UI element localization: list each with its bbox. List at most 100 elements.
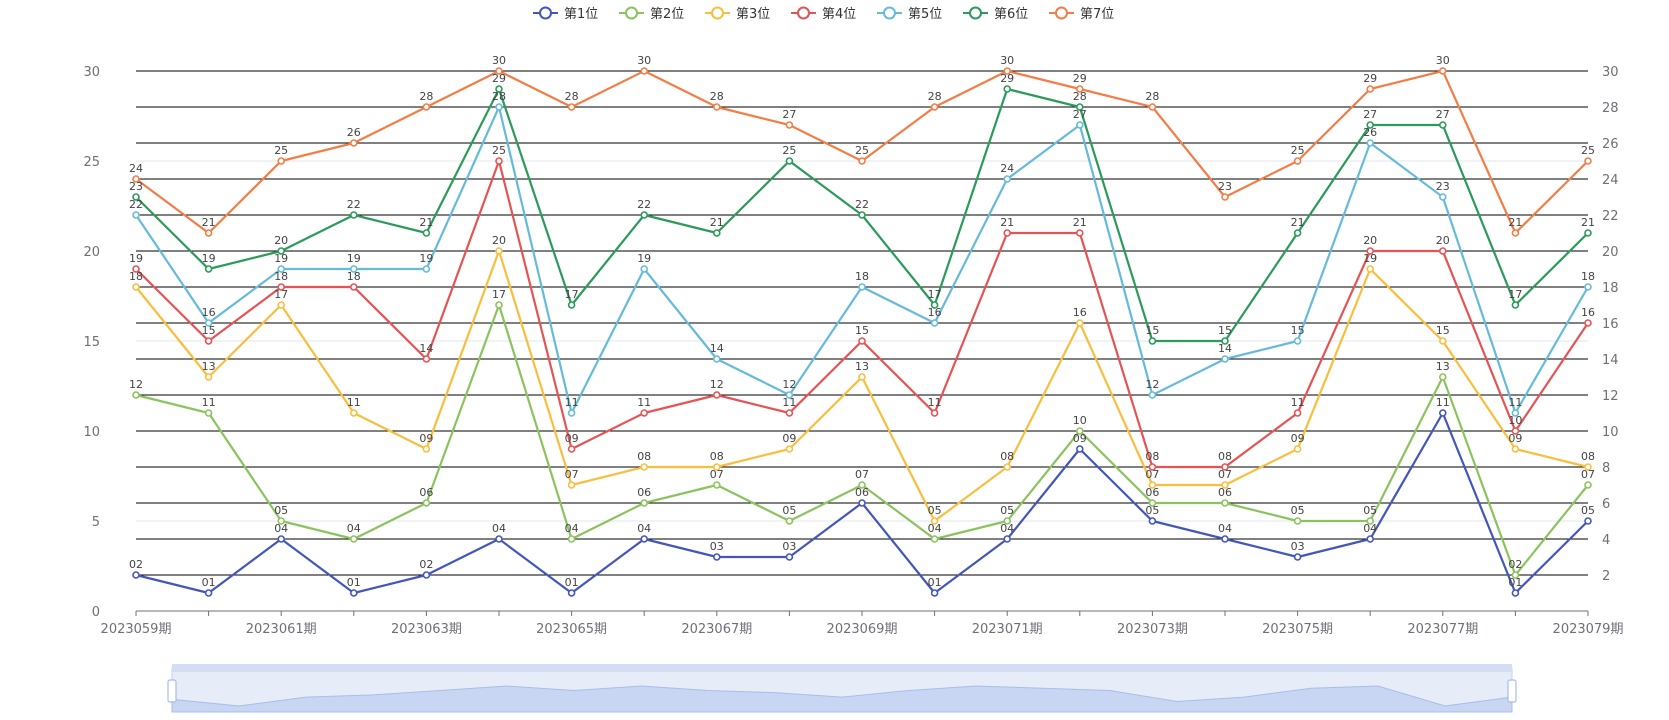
data-point[interactable] — [1221, 535, 1229, 543]
data-point[interactable] — [1439, 193, 1447, 201]
data-point[interactable] — [1221, 355, 1229, 363]
data-point[interactable] — [1148, 481, 1157, 489]
data-point[interactable] — [1148, 517, 1157, 525]
data-point[interactable] — [640, 463, 649, 471]
data-point[interactable] — [785, 409, 794, 417]
data-point[interactable] — [204, 319, 213, 327]
data-point[interactable] — [277, 517, 286, 525]
data-point[interactable] — [567, 481, 576, 489]
data-point[interactable] — [495, 67, 503, 75]
data-point[interactable] — [1076, 445, 1084, 453]
legend-item-7[interactable]: 第7位 — [1049, 6, 1114, 22]
data-point[interactable] — [930, 517, 939, 525]
data-point[interactable] — [1511, 229, 1520, 237]
data-point[interactable] — [858, 337, 866, 345]
data-point[interactable] — [349, 535, 358, 543]
data-point[interactable] — [785, 391, 794, 399]
data-point[interactable] — [132, 571, 140, 579]
data-point[interactable] — [930, 589, 939, 597]
data-point[interactable] — [640, 67, 649, 75]
data-point[interactable] — [1293, 229, 1302, 237]
zoom-handle-right[interactable] — [1507, 679, 1517, 703]
data-point[interactable] — [1221, 481, 1229, 489]
data-point[interactable] — [1366, 121, 1374, 129]
data-point[interactable] — [1366, 247, 1374, 255]
data-point[interactable] — [567, 301, 576, 309]
data-point[interactable] — [132, 391, 140, 399]
data-point[interactable] — [567, 589, 576, 597]
data-point[interactable] — [712, 391, 721, 399]
data-point[interactable] — [132, 211, 140, 219]
data-point[interactable] — [1003, 85, 1012, 93]
data-point[interactable] — [1439, 247, 1447, 255]
data-point[interactable] — [1511, 445, 1520, 453]
data-point[interactable] — [1439, 67, 1447, 75]
data-point[interactable] — [1148, 337, 1157, 345]
data-point[interactable] — [1293, 157, 1302, 165]
data-point[interactable] — [1003, 229, 1012, 237]
data-point[interactable] — [422, 571, 431, 579]
data-point[interactable] — [930, 319, 939, 327]
data-point[interactable] — [1439, 409, 1447, 417]
data-point[interactable] — [858, 499, 866, 507]
data-point[interactable] — [132, 265, 140, 273]
data-point[interactable] — [1584, 517, 1592, 525]
data-point[interactable] — [495, 85, 503, 93]
data-point[interactable] — [132, 193, 140, 201]
data-point[interactable] — [640, 211, 649, 219]
legend-item-2[interactable]: 第2位 — [619, 6, 684, 22]
data-point[interactable] — [930, 409, 939, 417]
data-point[interactable] — [349, 265, 358, 273]
data-point[interactable] — [1221, 463, 1229, 471]
data-point[interactable] — [1003, 535, 1012, 543]
data-point[interactable] — [495, 301, 503, 309]
data-point[interactable] — [1076, 229, 1084, 237]
data-point[interactable] — [1366, 139, 1374, 147]
data-point[interactable] — [277, 157, 286, 165]
data-point[interactable] — [422, 103, 431, 111]
data-point[interactable] — [495, 157, 503, 165]
data-point[interactable] — [277, 283, 286, 291]
data-point[interactable] — [204, 589, 213, 597]
data-point[interactable] — [1439, 373, 1447, 381]
data-point[interactable] — [1366, 535, 1374, 543]
data-point[interactable] — [1511, 589, 1520, 597]
data-point[interactable] — [712, 355, 721, 363]
data-point[interactable] — [422, 355, 431, 363]
data-point[interactable] — [712, 481, 721, 489]
data-point[interactable] — [422, 499, 431, 507]
zoom-move-bar[interactable] — [172, 664, 1512, 672]
data-point[interactable] — [1221, 193, 1229, 201]
data-point[interactable] — [640, 535, 649, 543]
data-point[interactable] — [422, 445, 431, 453]
data-point[interactable] — [1221, 499, 1229, 507]
data-point[interactable] — [349, 283, 358, 291]
data-point[interactable] — [422, 265, 431, 273]
data-point[interactable] — [1148, 391, 1157, 399]
data-point[interactable] — [858, 283, 866, 291]
data-point[interactable] — [1293, 445, 1302, 453]
data-point[interactable] — [1511, 409, 1520, 417]
data-point[interactable] — [277, 535, 286, 543]
data-point[interactable] — [712, 463, 721, 471]
data-point[interactable] — [132, 283, 140, 291]
data-point[interactable] — [277, 265, 286, 273]
legend-item-5[interactable]: 第5位 — [877, 6, 942, 22]
zoom-handle-left[interactable] — [167, 679, 177, 703]
data-point[interactable] — [640, 499, 649, 507]
legend-item-3[interactable]: 第3位 — [705, 6, 770, 22]
data-point[interactable] — [277, 301, 286, 309]
data-point[interactable] — [349, 589, 358, 597]
data-point[interactable] — [567, 535, 576, 543]
data-point[interactable] — [1076, 427, 1084, 435]
data-point[interactable] — [1293, 553, 1302, 561]
data-point[interactable] — [1511, 571, 1520, 579]
data-point[interactable] — [1003, 463, 1012, 471]
data-point[interactable] — [785, 121, 794, 129]
legend-item-6[interactable]: 第6位 — [963, 6, 1028, 22]
legend-item-4[interactable]: 第4位 — [791, 6, 856, 22]
data-point[interactable] — [204, 373, 213, 381]
data-point[interactable] — [1003, 67, 1012, 75]
data-point[interactable] — [640, 265, 649, 273]
data-point[interactable] — [1003, 517, 1012, 525]
